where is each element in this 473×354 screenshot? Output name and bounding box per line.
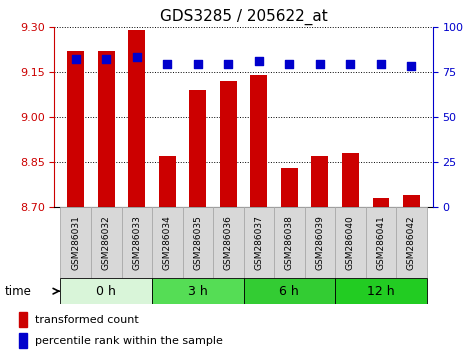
Bar	[213, 207, 244, 278]
Text: GSM286042: GSM286042	[407, 215, 416, 270]
Point	[225, 62, 232, 67]
Text: GSM286037: GSM286037	[254, 215, 263, 270]
Bar	[396, 207, 427, 278]
Bar	[61, 278, 152, 304]
Bar	[281, 168, 298, 207]
Bar	[122, 207, 152, 278]
Bar	[152, 278, 244, 304]
Point	[347, 62, 354, 67]
Text: GSM286038: GSM286038	[285, 215, 294, 270]
Text: 0 h: 0 h	[96, 285, 116, 298]
Bar	[373, 198, 389, 207]
Point	[72, 56, 79, 62]
Bar	[91, 207, 122, 278]
Point	[408, 63, 415, 69]
Text: GSM286039: GSM286039	[315, 215, 324, 270]
Bar	[342, 153, 359, 207]
Text: GSM286031: GSM286031	[71, 215, 80, 270]
Bar	[220, 81, 236, 207]
Text: GSM286036: GSM286036	[224, 215, 233, 270]
Text: GSM286032: GSM286032	[102, 215, 111, 270]
Bar	[312, 156, 328, 207]
Text: transformed count: transformed count	[35, 315, 139, 325]
Bar	[152, 207, 183, 278]
Point	[194, 62, 201, 67]
Text: GSM286034: GSM286034	[163, 215, 172, 270]
Bar	[61, 207, 91, 278]
Bar	[366, 207, 396, 278]
Bar	[305, 207, 335, 278]
Bar	[251, 75, 267, 207]
Text: 3 h: 3 h	[188, 285, 208, 298]
Bar	[128, 30, 145, 207]
Bar	[67, 51, 84, 207]
Point	[164, 62, 171, 67]
Text: GSM286040: GSM286040	[346, 215, 355, 270]
Text: GSM286035: GSM286035	[193, 215, 202, 270]
Bar	[189, 90, 206, 207]
Bar	[335, 207, 366, 278]
Text: 6 h: 6 h	[280, 285, 299, 298]
Bar	[403, 195, 420, 207]
Bar	[19, 312, 27, 327]
Text: time: time	[5, 285, 32, 298]
Bar	[244, 207, 274, 278]
Title: GDS3285 / 205622_at: GDS3285 / 205622_at	[160, 9, 327, 25]
Text: GSM286041: GSM286041	[377, 215, 385, 270]
Point	[286, 62, 293, 67]
Text: percentile rank within the sample: percentile rank within the sample	[35, 336, 223, 346]
Point	[133, 55, 140, 60]
Bar	[98, 51, 114, 207]
Bar	[183, 207, 213, 278]
Bar	[19, 333, 27, 348]
Bar	[335, 278, 427, 304]
Point	[377, 62, 385, 67]
Bar	[274, 207, 305, 278]
Point	[255, 58, 263, 64]
Bar	[159, 156, 175, 207]
Point	[103, 56, 110, 62]
Point	[316, 62, 324, 67]
Bar	[244, 278, 335, 304]
Text: GSM286033: GSM286033	[132, 215, 141, 270]
Text: 12 h: 12 h	[367, 285, 395, 298]
